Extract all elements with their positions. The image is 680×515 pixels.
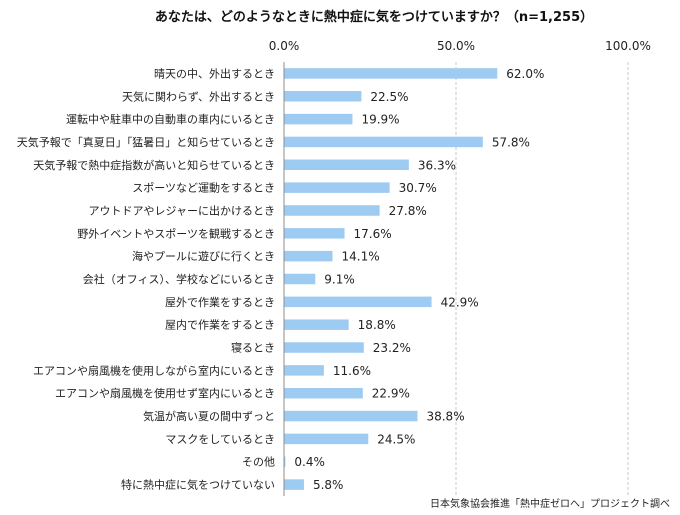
category-label: 屋内で作業をするとき: [165, 318, 275, 332]
category-label: その他: [242, 456, 275, 469]
bar: [284, 273, 316, 285]
value-label: 17.6%: [354, 227, 392, 241]
category-label: 野外イベントやスポーツを観戦するとき: [77, 226, 275, 240]
value-label: 27.8%: [389, 204, 427, 218]
category-label: エアコンや扇風機を使用しながら室内にいるとき: [33, 363, 275, 377]
category-label: アウトドアやレジャーに出かけるとき: [89, 203, 275, 217]
value-label: 42.9%: [441, 295, 479, 309]
value-label: 11.6%: [333, 364, 371, 378]
category-label: マスクをしているとき: [165, 433, 275, 446]
x-axis-ticks: 0.0% 50.0% 100.0%: [269, 39, 651, 53]
value-labels: 62.0% 22.5% 19.9% 57.8% 36.3% 30.7% 27.8% 17.6%…: [294, 67, 544, 492]
category-label: 運転中や駐車中の自動車の車内にいるとき: [66, 112, 275, 126]
category-label: 天気に関わらず、外出するとき: [122, 89, 275, 103]
value-label: 57.8%: [492, 135, 530, 149]
bar: [284, 365, 324, 376]
category-label: 海やプールに遊びに行くとき: [132, 249, 275, 263]
bar: [284, 136, 483, 148]
grid-layer: [455, 62, 629, 496]
category-labels: 晴天の中、外出するとき天気に関わらず、外出するとき運転中や駐車中の自動車の車内に…: [17, 66, 275, 491]
value-label: 23.2%: [373, 341, 411, 355]
bar: [284, 479, 304, 490]
value-label: 18.8%: [358, 318, 396, 332]
x-tick-label: 0.0%: [269, 39, 300, 53]
bar: [284, 91, 362, 102]
value-label: 24.5%: [377, 432, 415, 446]
value-label: 22.9%: [372, 387, 410, 401]
value-label: 30.7%: [399, 181, 437, 195]
category-label: 会社（オフィス）、学校などにいるとき: [83, 272, 275, 286]
category-label: 天気予報で「真夏日」「猛暑日」と知らせているとき: [17, 135, 275, 149]
category-label: 屋外で作業をするとき: [165, 296, 275, 309]
bar: [284, 68, 498, 79]
value-label: 9.1%: [324, 273, 355, 287]
bar: [284, 387, 363, 399]
value-label: 14.1%: [342, 250, 380, 264]
x-tick-label: 50.0%: [437, 39, 475, 53]
category-label: 寝るとき: [231, 341, 275, 355]
chart-title: あなたは、どのようなときに熱中症に気をつけていますか？（n=1,255）: [155, 9, 593, 25]
bar: [284, 113, 353, 125]
value-label: 22.5%: [370, 90, 408, 104]
value-label: 62.0%: [506, 67, 544, 81]
category-label: エアコンや扇風機を使用せず室内にいるとき: [55, 386, 275, 400]
value-label: 38.8%: [426, 410, 464, 424]
source-note: 日本気象協会推進「熱中症ゼロへ」プロジェクト調べ: [430, 497, 670, 510]
bar: [284, 410, 418, 422]
bar: [284, 296, 432, 308]
category-label: スポーツなど運動をするとき: [132, 181, 275, 195]
bar: [284, 319, 349, 330]
value-label: 36.3%: [418, 158, 456, 172]
bar: [284, 250, 333, 262]
bar: [284, 342, 364, 353]
category-label: 気温が高い夏の間中ずっと: [143, 409, 275, 423]
bar: [284, 182, 390, 193]
bar: [284, 159, 409, 171]
category-label: 晴天の中、外出するとき: [154, 66, 275, 80]
category-label: 特に熱中症に気をつけていない: [121, 478, 275, 492]
bar: [284, 433, 369, 445]
category-label: 天気予報で熱中症指数が高いと知らせているとき: [33, 158, 275, 172]
value-label: 5.8%: [313, 478, 344, 492]
bar: [284, 205, 380, 216]
bar: [284, 228, 345, 239]
value-label: 19.9%: [361, 113, 399, 127]
x-tick-label: 100.0%: [605, 39, 651, 53]
bars: [284, 68, 498, 490]
bar: [284, 456, 286, 467]
value-label: 0.4%: [294, 455, 325, 469]
